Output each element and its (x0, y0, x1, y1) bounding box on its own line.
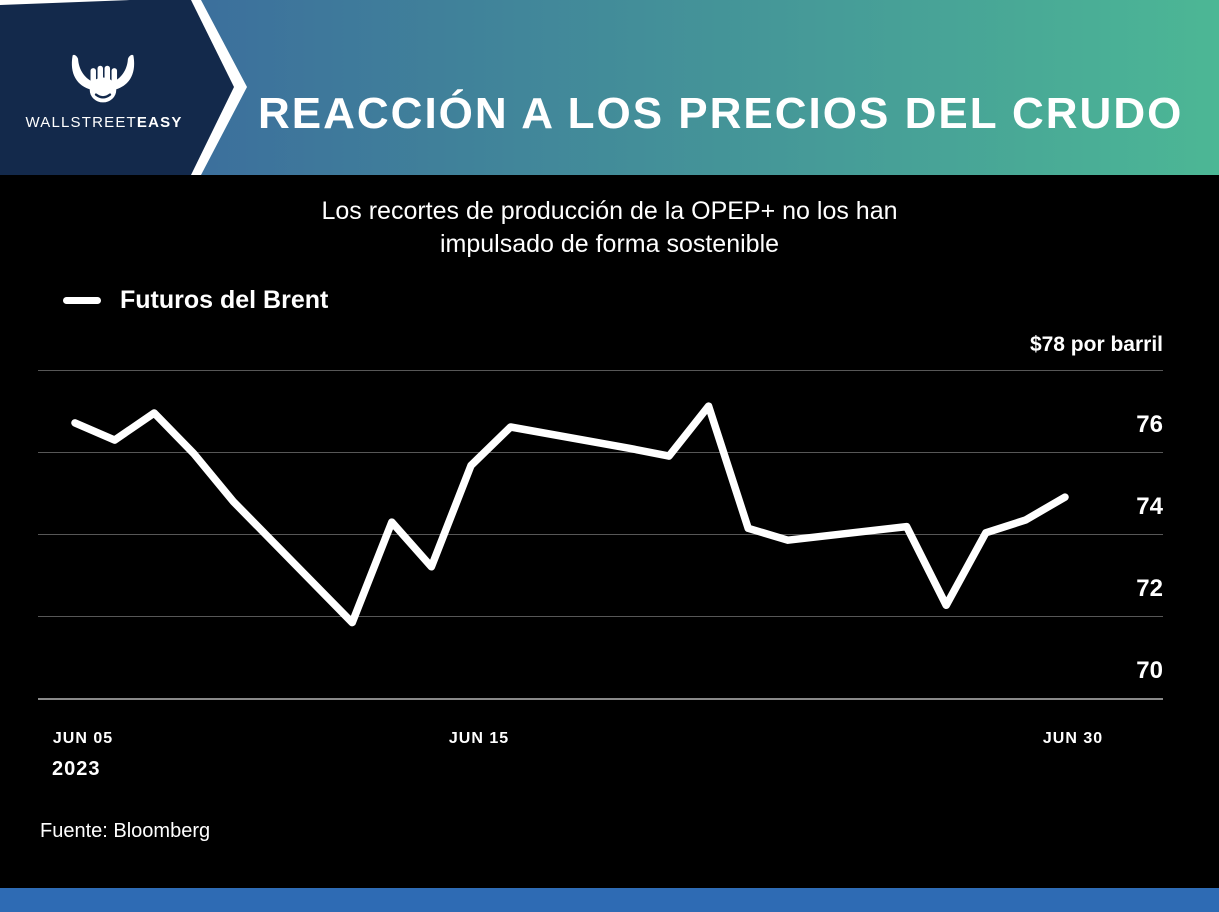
brand-wordmark: WALLSTREETEASY (4, 114, 204, 131)
gridline (38, 616, 1163, 617)
x-axis-line (38, 698, 1163, 700)
brand-panel: WALLSTREETEASY (0, 0, 234, 175)
gridline (38, 534, 1163, 535)
x-tick-label: JUN 15 (448, 730, 510, 747)
legend-line-swatch-icon (63, 297, 101, 304)
brand-name-bold: EASY (136, 114, 183, 131)
x-tick-label: JUN 05 (52, 730, 114, 747)
x-tick-label: JUN 30 (1042, 730, 1104, 747)
chart-subtitle: Los recortes de producción de la OPEP+ n… (0, 195, 1219, 261)
header-top-sliver (0, 0, 130, 5)
legend: Futuros del Brent (63, 286, 328, 315)
legend-label: Futuros del Brent (120, 286, 329, 314)
gridline (38, 452, 1163, 453)
y-tick-label: 76 (1136, 411, 1163, 438)
chart-subtitle-line-2: impulsado de forma sostenible (439, 230, 780, 258)
y-tick-label: 72 (1136, 575, 1163, 602)
source-credit: Fuente: Bloomberg (40, 820, 211, 842)
y-axis-unit-label: $78 por barril (1029, 333, 1163, 356)
y-tick-label: 74 (1136, 493, 1163, 520)
header-banner: WALLSTREETEASY REACCIÓN A LOS PRECIOS DE… (0, 0, 1219, 175)
brand-name-regular: WALLSTREET (25, 114, 137, 131)
footer-accent-bar (0, 888, 1219, 912)
y-tick-label: 70 (1136, 657, 1163, 684)
x-axis-year-label: 2023 (52, 758, 101, 780)
page-title: REACCIÓN A LOS PRECIOS DEL CRUDO (258, 89, 1184, 139)
gridline (38, 370, 1163, 371)
chart-subtitle-line-1: Los recortes de producción de la OPEP+ n… (321, 197, 898, 225)
bull-fist-logo-icon (71, 54, 135, 103)
